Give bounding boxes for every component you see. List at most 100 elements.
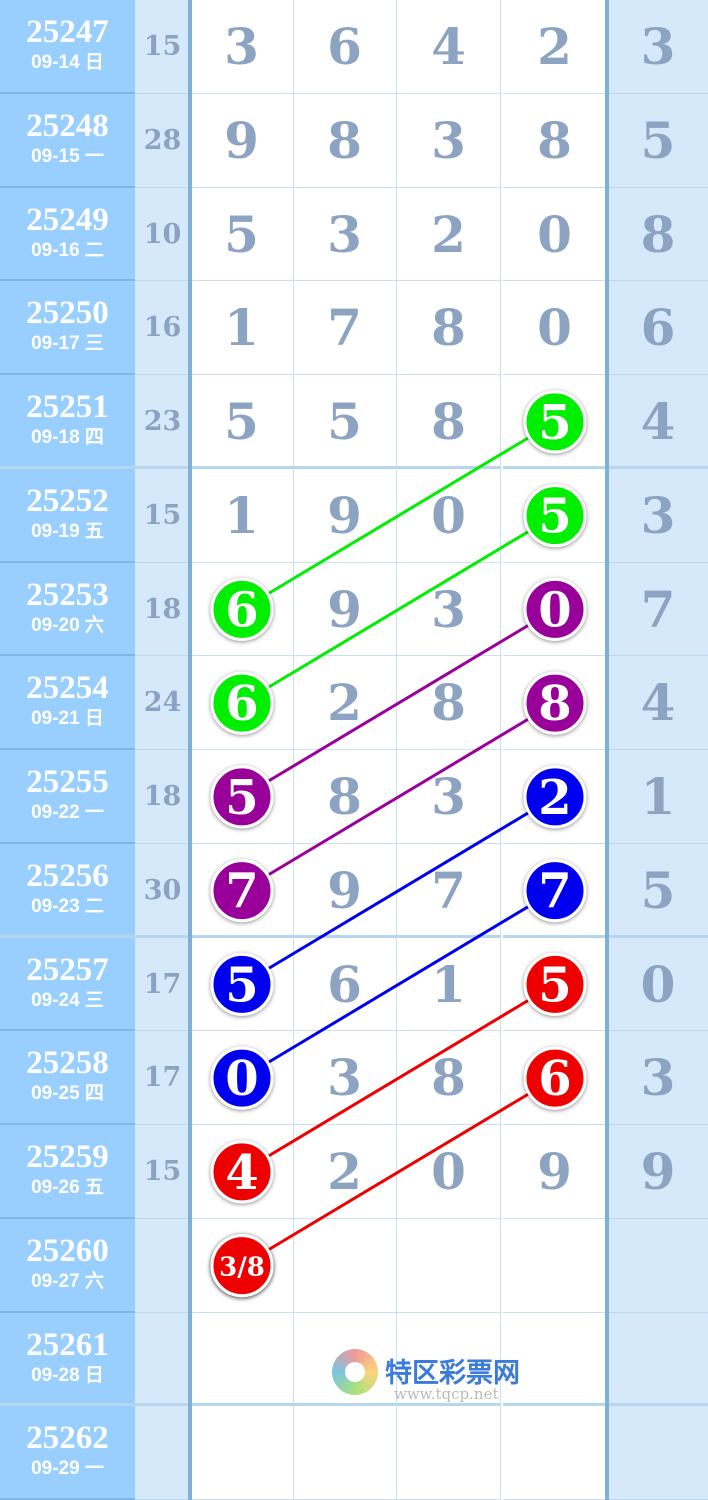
ball-digit: 4 xyxy=(225,1145,258,1201)
highlight-ball: 5 xyxy=(523,952,587,1016)
issue-date: 09-28 日 xyxy=(31,1364,104,1386)
sum-cell: 28 xyxy=(135,93,190,188)
digit-cell-last: 5 xyxy=(608,843,708,938)
issue-date: 09-24 三 xyxy=(31,989,104,1011)
issue-date: 09-20 六 xyxy=(31,614,104,636)
highlight-ball: 5 xyxy=(210,952,274,1016)
issue-date: 09-16 二 xyxy=(31,239,104,261)
table-row: 25253 09-20 六 18 9 3 7 xyxy=(0,562,708,657)
issue-number: 25255 xyxy=(26,764,109,800)
digit-cell: 5 xyxy=(293,375,397,469)
digit-cell: 1 xyxy=(190,468,294,563)
highlight-ball: 0 xyxy=(210,1046,274,1110)
highlight-ball: 0 xyxy=(523,577,587,641)
digit-cell: 8 xyxy=(293,93,397,188)
issue-number: 25250 xyxy=(26,295,109,332)
watermark-name: 特区彩票网 xyxy=(385,1358,520,1389)
sum-cell: 15 xyxy=(135,468,190,563)
digit-cell-last: 8 xyxy=(608,187,708,282)
highlight-ball: 2 xyxy=(523,765,587,829)
link-line xyxy=(241,1076,556,1267)
highlight-ball: 3/8 xyxy=(210,1234,274,1298)
issue-cell: 25249 09-16 二 xyxy=(0,187,135,282)
issue-number: 25247 xyxy=(26,14,109,50)
digit-cell-last: 4 xyxy=(608,375,708,469)
issue-cell: 25258 09-25 四 xyxy=(0,1031,135,1125)
highlight-ball: 6 xyxy=(210,671,274,735)
digit-cell-last: 3 xyxy=(608,1031,708,1125)
table-row: 25256 09-23 二 30 9 7 5 xyxy=(0,843,708,938)
issue-date: 09-19 五 xyxy=(31,520,104,542)
ball-digit: 0 xyxy=(225,1051,258,1107)
digit-cell xyxy=(190,656,294,750)
sum-cell: 15 xyxy=(135,1125,190,1219)
table-row: 25257 09-24 三 17 6 1 0 xyxy=(0,937,708,1032)
issue-date: 09-23 二 xyxy=(31,895,104,917)
digit-cell: 9 xyxy=(293,562,397,657)
ball-digit: 2 xyxy=(538,770,571,826)
issue-date: 09-15 一 xyxy=(31,145,104,167)
link-line xyxy=(241,889,556,1080)
digit-cell-last xyxy=(608,1406,708,1500)
digit-cell-last xyxy=(608,1218,708,1313)
sum-cell: 18 xyxy=(135,562,190,657)
issue-number: 25253 xyxy=(26,576,109,613)
ball-digit: 8 xyxy=(538,676,571,732)
ball-digit: 6 xyxy=(225,676,258,732)
issue-number: 25262 xyxy=(26,1420,109,1457)
highlight-ball: 6 xyxy=(210,577,274,641)
digit-cell: 2 xyxy=(397,187,501,282)
highlight-ball: 7 xyxy=(210,859,274,923)
ball-digit: 5 xyxy=(538,489,571,545)
digit-cell xyxy=(190,1218,294,1313)
issue-cell: 25262 09-29 一 xyxy=(0,1406,135,1500)
sum-cell xyxy=(135,1312,190,1407)
issue-number: 25254 xyxy=(26,670,109,707)
table-row: 25262 09-29 一 xyxy=(0,1406,708,1500)
ball-digit: 3/8 xyxy=(219,1253,265,1283)
digit-cell xyxy=(190,562,294,657)
highlight-ball: 8 xyxy=(523,671,587,735)
digit-cell: 8 xyxy=(397,656,501,750)
link-line xyxy=(241,983,556,1174)
digit-cell xyxy=(397,1312,501,1407)
issue-number: 25260 xyxy=(26,1232,109,1269)
digit-cell xyxy=(190,1031,294,1125)
issue-cell: 25257 09-24 三 xyxy=(0,937,135,1032)
digit-cell: 8 xyxy=(397,375,501,469)
issue-number: 25251 xyxy=(26,389,109,425)
digit-cell-last: 7 xyxy=(608,562,708,657)
digit-cell-last: 6 xyxy=(608,281,708,375)
highlight-ball: 4 xyxy=(210,1140,274,1204)
logo-icon xyxy=(332,1349,378,1395)
issue-date: 09-29 一 xyxy=(31,1458,104,1480)
table-row: 25259 09-26 五 15 2 0 9 9 xyxy=(0,1125,708,1219)
issue-cell: 25252 09-19 五 xyxy=(0,468,135,563)
highlight-ball: 7 xyxy=(523,859,587,923)
issue-date: 09-27 六 xyxy=(31,1270,104,1292)
issue-cell: 25254 09-21 日 xyxy=(0,656,135,750)
highlight-ball: 5 xyxy=(523,390,587,454)
digit-cell: 9 xyxy=(190,93,294,188)
issue-date: 09-21 日 xyxy=(31,708,104,730)
digit-cell-last: 3 xyxy=(608,468,708,563)
ball-digit: 6 xyxy=(538,1051,571,1107)
sum-cell: 17 xyxy=(135,1031,190,1125)
sum-cell: 10 xyxy=(135,187,190,282)
table-row: 25261 09-28 日 xyxy=(0,1312,708,1407)
sum-cell xyxy=(135,1218,190,1313)
digit-cell xyxy=(293,1218,397,1313)
sum-cell: 24 xyxy=(135,656,190,750)
issue-number: 25248 xyxy=(26,107,109,144)
ball-digit: 0 xyxy=(538,582,571,638)
sum-cell xyxy=(135,1406,190,1500)
digit-cell: 7 xyxy=(397,843,501,938)
issue-cell: 25253 09-20 六 xyxy=(0,562,135,657)
digit-cell-last: 3 xyxy=(608,0,708,94)
ball-digit: 5 xyxy=(538,395,571,451)
highlight-ball: 5 xyxy=(523,484,587,548)
sum-cell: 18 xyxy=(135,750,190,844)
issue-number: 25258 xyxy=(26,1045,109,1082)
digit-cell: 8 xyxy=(503,93,607,188)
digit-cell xyxy=(190,1312,294,1407)
